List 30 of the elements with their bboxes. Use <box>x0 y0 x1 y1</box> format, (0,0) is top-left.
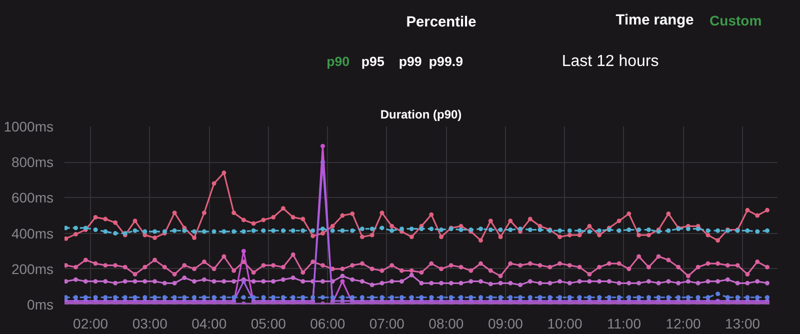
x-tick-label: 07:00 <box>369 316 405 332</box>
text: p95 <box>361 54 385 69</box>
text: Last 12 hours <box>562 53 659 70</box>
x-tick-label: 06:00 <box>310 316 346 332</box>
point <box>340 279 345 284</box>
point <box>320 144 325 148</box>
x-tick-label: 13:00 <box>725 316 760 332</box>
x-tick-label: 04:00 <box>192 316 227 332</box>
text: p99 <box>398 54 422 69</box>
chart-title: Duration (p90) <box>380 108 462 122</box>
y-tick-label: 600ms <box>11 190 54 206</box>
x-tick-label: 05:00 <box>250 316 286 332</box>
x-tick-label: 11:00 <box>606 316 642 332</box>
x-tick-label: 08:00 <box>428 316 464 332</box>
text: Time range <box>616 12 694 28</box>
x-tick-label: 12:00 <box>666 316 701 332</box>
y-tick-label: 1000ms <box>4 118 54 134</box>
point <box>241 248 246 254</box>
text: p99.9 <box>428 54 464 69</box>
y-tick-label: 400ms <box>11 225 54 242</box>
text: p90 <box>326 54 350 69</box>
x-tick-label: 03:00 <box>132 316 168 332</box>
y-tick-label: 0ms <box>27 296 54 312</box>
y-tick-label: 200ms <box>11 260 54 277</box>
x-tick-label: 02:00 <box>73 316 108 332</box>
text: Custom <box>710 12 762 28</box>
x-tick-label: 09:00 <box>488 316 524 332</box>
text: Percentile <box>406 14 476 30</box>
y-tick-label: 800ms <box>11 154 54 170</box>
x-tick-label: 10:00 <box>547 316 582 332</box>
